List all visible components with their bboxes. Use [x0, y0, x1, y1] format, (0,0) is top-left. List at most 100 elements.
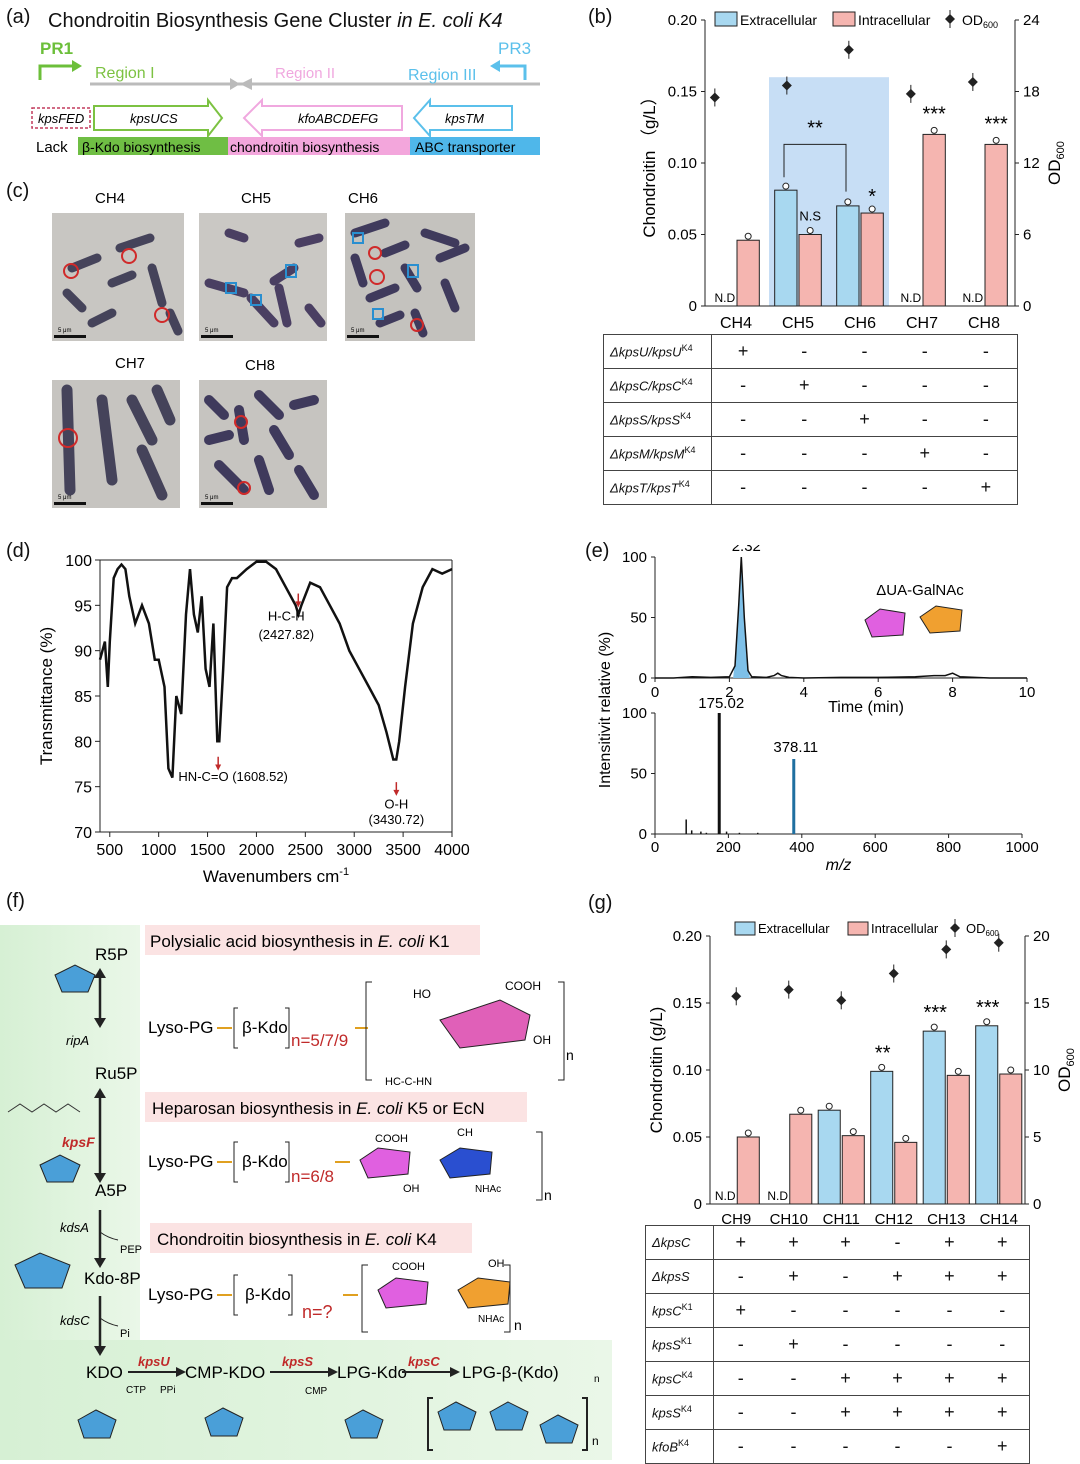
bar-extracellular	[975, 1025, 999, 1205]
nd-label: N.D	[901, 291, 922, 305]
significance-label: **	[875, 1042, 891, 1064]
genotype-cell: +	[819, 1225, 872, 1260]
x-tick-label: 3500	[385, 842, 421, 859]
significance-label: ***	[924, 1002, 948, 1024]
genotype-cell: -	[954, 334, 1018, 369]
x-tick-label: 800	[936, 839, 961, 856]
svg-text:Lyso-PG: Lyso-PG	[148, 1018, 214, 1037]
svg-text:COOH: COOH	[375, 1133, 408, 1145]
gene-cluster-diagram: PR1 PR3 Region I Region II Region III kp…	[31, 39, 540, 156]
molecule-icon	[864, 608, 906, 638]
x-tick-label: 4	[800, 684, 808, 701]
annotation-amide: HN-C=O (1608.52)	[178, 769, 287, 784]
genotype-cell: +	[711, 334, 775, 369]
bar-extracellular	[870, 1070, 894, 1205]
bar-intracellular	[922, 133, 946, 307]
sugar-r5p-icon	[54, 964, 96, 993]
genotype-cell: -	[923, 1327, 976, 1362]
molecule-label: ΔUA-GalNAc	[876, 582, 964, 599]
svg-text:ripA: ripA	[66, 1033, 89, 1048]
func-bar-abc	[410, 137, 540, 155]
genotype-cell: +	[975, 1361, 1031, 1396]
genotype-cell: +	[923, 1361, 976, 1396]
svg-text:n=?: n=?	[302, 1302, 333, 1322]
x-tick-label: 1500	[190, 842, 226, 859]
svg-text:kdsA: kdsA	[60, 1220, 89, 1235]
svg-text:HC-C-HN: HC-C-HN	[385, 1076, 432, 1088]
bar-extracellular	[817, 1109, 841, 1205]
micrograph-ch6: 5 μm	[345, 213, 475, 341]
legend-swatch-intracellular	[847, 921, 869, 936]
genotype-cell: +	[713, 1225, 768, 1260]
y2-tick-label: 0	[1023, 298, 1031, 315]
genotype-cell: -	[871, 1429, 924, 1464]
y2-tick-label: 15	[1033, 995, 1050, 1012]
svg-text:Polysialic acid biosynthesis i: Polysialic acid biosynthesis in E. coli …	[150, 932, 450, 951]
genotype-cell: -	[923, 1429, 976, 1464]
genotype-cell: +	[894, 436, 955, 471]
genotype-cell: +	[923, 1225, 976, 1260]
genotype-cell: +	[713, 1293, 768, 1328]
y2-tick-label: 12	[1023, 155, 1040, 172]
region2-label: Region II	[275, 65, 335, 82]
row-label: kpsSK4	[645, 1395, 714, 1430]
svg-text:Lyso-PG: Lyso-PG	[148, 1152, 214, 1171]
gene-kfoABCDEFG	[242, 97, 403, 139]
chart-d: 70 75 80 85 90 95 100 500 1000 1500 2000 2500 3000 35…	[37, 553, 470, 886]
panel-label-b: (b)	[588, 6, 613, 28]
svg-text:n: n	[566, 1047, 574, 1063]
svg-text:n: n	[594, 1374, 600, 1385]
genotype-cell: -	[713, 1327, 768, 1362]
svg-text:5 μm: 5 μm	[205, 328, 218, 334]
x-tick-label: CH14	[980, 1211, 1018, 1228]
peak-label: 2.32	[732, 545, 761, 555]
bracket-label: **	[807, 117, 823, 139]
x-tick-label: 0	[651, 684, 659, 701]
y-tick-label: 100	[65, 553, 92, 570]
panel-label-f: (f)	[6, 890, 25, 912]
svg-text:Kdo-8P: Kdo-8P	[84, 1269, 141, 1288]
row-label: ΔkpsC/kpsCK4	[603, 368, 712, 403]
y2-tick-label: 10	[1033, 1062, 1050, 1079]
svg-text:CTP: CTP	[126, 1385, 146, 1396]
svg-text:β-Kdo: β-Kdo	[242, 1018, 288, 1037]
micrograph-ch8: 5 μm	[199, 380, 327, 508]
genotype-cell: -	[871, 1293, 924, 1328]
table-row: ΔkpsT/kpsTK4- - - - +	[603, 470, 1018, 505]
y-axis-label: Transmittance (%)	[37, 627, 56, 765]
y2-tick-label: 5	[1033, 1129, 1041, 1146]
annotation-hch-value: (2427.82)	[258, 627, 314, 642]
significance-label: ***	[922, 103, 946, 125]
significance-label: *	[868, 186, 876, 208]
genotype-cell: -	[819, 1429, 872, 1464]
genotype-cell: -	[954, 436, 1018, 471]
chart-g: 0 0.05 0.10 0.15 0.20 0 5 10 15 20 Chondroitin (g/…	[647, 919, 1077, 1228]
x-tick-label: 6	[874, 684, 882, 701]
row-label: ΔkpsM/kpsMK4	[603, 436, 712, 471]
micrograph-ch4: 5 μm	[52, 213, 184, 341]
row-label: kpsCK1	[645, 1293, 714, 1328]
legend-label: Extracellular	[758, 921, 830, 936]
legend-swatch-extracellular	[714, 11, 738, 27]
svg-text:kpsS: kpsS	[282, 1354, 313, 1369]
svg-text:kpsF: kpsF	[62, 1134, 95, 1150]
svg-text:CH7: CH7	[115, 355, 145, 372]
genotype-cell: -	[954, 368, 1018, 403]
genotype-cell: -	[774, 402, 835, 437]
pr1-arrow-icon	[38, 64, 72, 80]
genotype-cell: +	[871, 1395, 924, 1430]
x-tick-label: CH5	[782, 315, 814, 330]
y-tick-label: 70	[74, 825, 92, 842]
func-bar-chondroitin	[228, 137, 410, 155]
table-b: ΔkpsU/kpsUK4 + - - - - ΔkpsC/kpsCK4- + - - - ΔkpsS/…	[603, 334, 1018, 505]
x-tick-label: CH9	[721, 1211, 751, 1228]
row-label: kpsSK1	[645, 1327, 714, 1362]
svg-text:LPG-Kdo: LPG-Kdo	[337, 1363, 407, 1382]
x-tick-label: CH12	[875, 1211, 913, 1228]
x-tick-label: 2	[725, 684, 733, 701]
genotype-cell: -	[894, 470, 955, 505]
genotype-cell: -	[894, 334, 955, 369]
bar-intracellular	[946, 1074, 970, 1205]
svg-text:CH5: CH5	[241, 190, 271, 207]
x-tick-label: CH10	[770, 1211, 808, 1228]
